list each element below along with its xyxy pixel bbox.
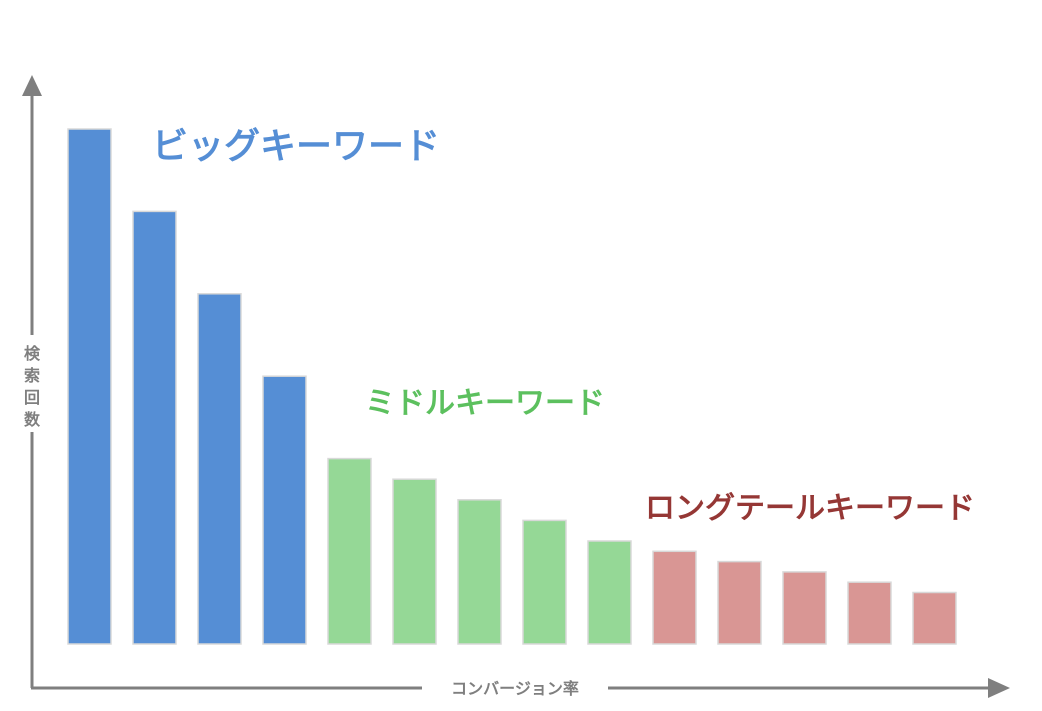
bar-8: [522, 519, 567, 645]
x-axis-label: コンバージョン率: [451, 679, 579, 698]
y-axis-label-char: 索: [24, 366, 40, 385]
y-axis-label-char: 検: [24, 344, 41, 363]
y-axis-label-char: 回: [24, 388, 40, 407]
bar-9: [587, 540, 632, 645]
bar-13: [847, 581, 892, 645]
bar-2: [132, 210, 177, 645]
bar-1: [67, 128, 112, 645]
bar-11: [717, 560, 762, 645]
y-axis-label-char: 数: [24, 410, 41, 429]
y-axis-arrow-icon: [22, 75, 42, 96]
bar-6: [392, 478, 437, 645]
bar-3: [197, 293, 242, 645]
group-label-middle: ミドルキーワード: [365, 386, 605, 421]
bar-10: [652, 550, 697, 645]
bar-5: [327, 457, 372, 645]
bar-14: [912, 591, 957, 645]
group-label-longtail: ロングテールキーワード: [645, 491, 975, 526]
bars: [67, 128, 957, 645]
bar-12: [782, 571, 827, 645]
bar-7: [457, 499, 502, 645]
x-axis-arrow-icon: [988, 678, 1010, 698]
bar-4: [262, 375, 307, 645]
group-label-big: ビッグキーワード: [152, 126, 440, 167]
